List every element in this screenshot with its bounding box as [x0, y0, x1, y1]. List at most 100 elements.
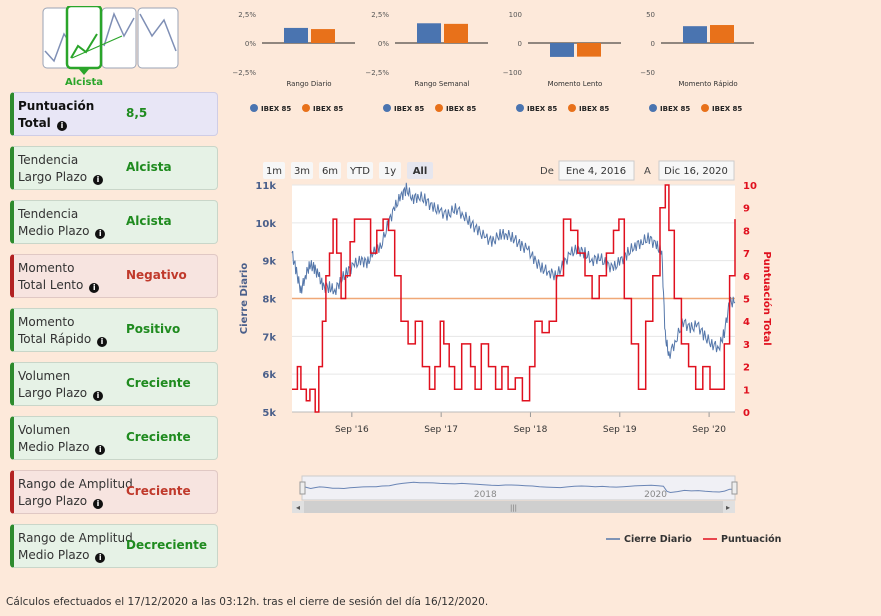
card-value: Alcista: [126, 160, 172, 174]
card-label: Tendencia Medio Plazo i: [18, 206, 106, 240]
card-value: 8,5: [126, 106, 148, 120]
legend-label[interactable]: Cierre Diario: [624, 534, 692, 545]
left-tick-label: 9k: [262, 257, 276, 268]
right-axis-title: Puntuación Total: [761, 251, 773, 345]
card-label-line1: Tendencia: [18, 207, 79, 221]
info-icon[interactable]: i: [89, 283, 100, 293]
to-date-input[interactable]: Dic 16, 2020: [658, 160, 735, 181]
scroll-right-icon[interactable]: ▸: [726, 503, 730, 512]
card-label-line1: Tendencia: [18, 153, 79, 167]
indicator-card-4: Momento Total Rápido i Positivo: [10, 308, 218, 352]
indicator-card-3: Momento Total Lento i Negativo: [10, 254, 218, 298]
right-tick-label: 4: [743, 317, 750, 328]
bar-0: [683, 26, 707, 43]
range-button-1m[interactable]: 1m: [263, 162, 285, 179]
card-label: Rango de Amplitud Largo Plazo i: [18, 476, 133, 510]
x-tick-label: Sep '16: [335, 425, 369, 435]
to-label: A: [644, 166, 651, 177]
logo-panel-4: [137, 7, 179, 69]
trend-logo-graphic: Alcista: [42, 4, 179, 88]
card-label: Tendencia Largo Plazo i: [18, 152, 103, 186]
legend-label[interactable]: IBEX 85: [712, 105, 742, 113]
x-tick-label: Sep '19: [603, 425, 637, 435]
range-button-6m[interactable]: 6m: [319, 162, 341, 179]
from-date-input[interactable]: Ene 4, 2016: [558, 160, 635, 181]
info-icon[interactable]: i: [97, 337, 108, 347]
bar-0: [550, 43, 574, 57]
info-icon[interactable]: i: [95, 553, 106, 563]
card-label-line1: Puntuación: [18, 99, 95, 113]
card-label-line2: Largo Plazo: [18, 386, 88, 400]
navigator-handle-left[interactable]: [299, 481, 306, 495]
small-chart-title: Rango Semanal: [415, 80, 470, 88]
info-icon[interactable]: i: [95, 445, 106, 455]
card-label-line1: Rango de Amplitud: [18, 531, 133, 545]
info-icon[interactable]: i: [56, 121, 67, 131]
from-label: De: [540, 166, 554, 177]
legend-dot-icon: [383, 104, 391, 112]
small-tick-label: −50: [640, 69, 655, 77]
info-icon[interactable]: i: [92, 499, 103, 509]
info-icon[interactable]: i: [95, 229, 106, 239]
indicator-card-2: Tendencia Medio Plazo i Alcista: [10, 200, 218, 244]
right-tick-label: 0: [743, 408, 750, 419]
navigator-series: [301, 481, 735, 494]
legend-label[interactable]: IBEX 85: [313, 105, 343, 113]
legend-label[interactable]: IBEX 85: [261, 105, 291, 113]
range-button-label: 1y: [384, 166, 396, 177]
navigator[interactable]: [301, 475, 736, 501]
x-tick-label: Sep '20: [692, 425, 726, 435]
legend-label[interactable]: IBEX 85: [579, 105, 609, 113]
legend-label[interactable]: IBEX 85: [660, 105, 690, 113]
info-icon[interactable]: i: [92, 391, 103, 401]
left-tick-label: 5k: [262, 408, 276, 419]
right-tick-label: 10: [743, 181, 757, 192]
legend-label[interactable]: IBEX 85: [446, 105, 476, 113]
legend-dot-icon: [568, 104, 576, 112]
range-button-label: 6m: [322, 166, 338, 177]
range-button-YTD[interactable]: YTD: [347, 162, 373, 179]
indicator-card-5: Volumen Largo Plazo i Creciente: [10, 362, 218, 406]
legend-label[interactable]: Puntuación: [721, 534, 782, 545]
legend-label[interactable]: IBEX 85: [394, 105, 424, 113]
left-tick-label: 8k: [262, 295, 276, 306]
range-button-1y[interactable]: 1y: [379, 162, 401, 179]
right-tick-label: 7: [743, 249, 750, 260]
card-label-line1: Volumen: [18, 423, 71, 437]
card-value: Creciente: [126, 430, 191, 444]
range-button-3m[interactable]: 3m: [291, 162, 313, 179]
navigator-label: 2020: [644, 490, 667, 500]
card-value: Creciente: [126, 376, 191, 390]
legend-dot-icon: [701, 104, 709, 112]
score-series-line: [292, 184, 736, 413]
navigator-label: 2018: [474, 490, 497, 500]
legend-dot-icon: [649, 104, 657, 112]
right-tick-label: 6: [743, 272, 750, 283]
small-tick-label: 0%: [245, 40, 256, 48]
scroll-left-icon[interactable]: ◂: [296, 503, 300, 512]
card-label: Volumen Largo Plazo i: [18, 368, 103, 402]
scrollbar-thumb[interactable]: [304, 501, 723, 513]
legend-dot-icon: [250, 104, 258, 112]
card-value: Alcista: [126, 214, 172, 228]
small-tick-label: −100: [503, 69, 522, 77]
range-button-All[interactable]: All: [407, 162, 433, 179]
indicator-card-8: Rango de Amplitud Medio Plazo i Decrecient…: [10, 524, 218, 568]
scrollbar-grip-icon: |||: [510, 504, 517, 512]
small-tick-label: 100: [509, 11, 522, 19]
card-label-line1: Volumen: [18, 369, 71, 383]
indicator-cards: Puntuación Total i 8,5 Tendencia Largo Plazo…: [10, 92, 218, 578]
navigator-handle-right[interactable]: [731, 481, 738, 495]
x-tick-label: Sep '17: [424, 425, 458, 435]
bar-0: [284, 27, 308, 43]
range-button-label: 1m: [266, 166, 282, 177]
bar-0: [417, 23, 441, 43]
small-chart-3: 50 0 −50 Momento Rápido IBEX 85 IBEX 85: [640, 11, 754, 113]
small-chart-title: Momento Rápido: [678, 80, 737, 88]
legend-label[interactable]: IBEX 85: [527, 105, 557, 113]
x-tick-label: Sep '18: [514, 425, 548, 435]
indicator-card-0: Puntuación Total i 8,5: [10, 92, 218, 136]
small-tick-label: −2,5%: [365, 69, 389, 77]
info-icon[interactable]: i: [92, 175, 103, 185]
